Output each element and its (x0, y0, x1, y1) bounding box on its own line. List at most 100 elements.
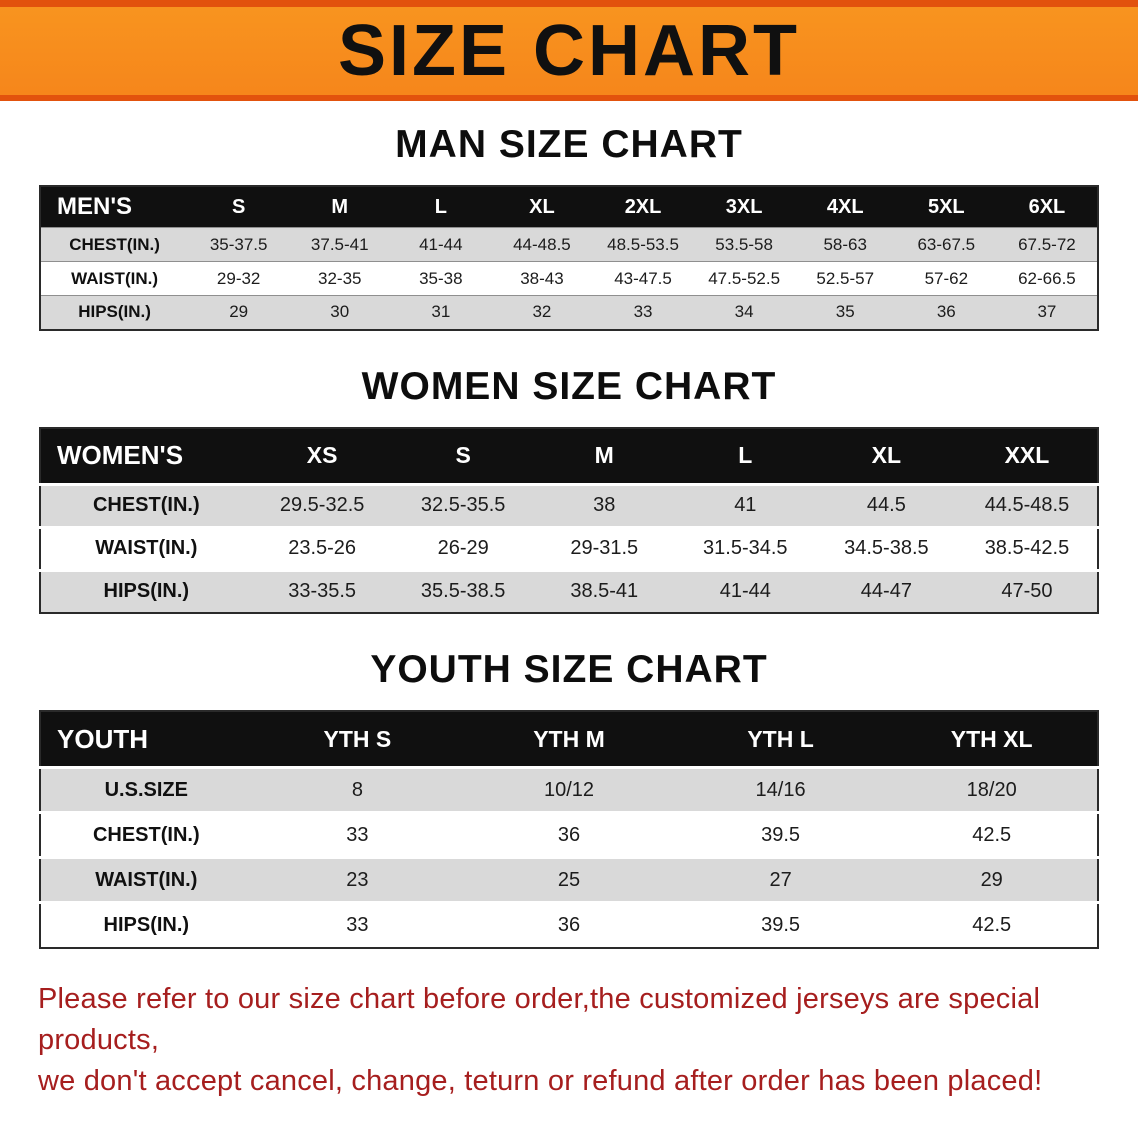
size-value-cell: 33 (346, 913, 369, 936)
size-value-cell: 35-37.5 (209, 234, 268, 254)
youth-section: YOUTH SIZE CHART YOUTH YTH S YTH M YTH L YTH … (0, 648, 1138, 949)
size-value-cell: 37 (1037, 302, 1057, 322)
men-section: MAN SIZE CHART MEN'S S M L XL 2XL 3XL 4XL 5XL 6XL C… (0, 123, 1138, 331)
size-value-cell: 36 (557, 823, 581, 846)
table-row: U.S.SIZE 8 10/12 14/16 18/20 (40, 767, 1098, 813)
size-value-cell: 29.5-32.5 (279, 494, 365, 516)
size-value-cell: 35.5-38.5 (420, 580, 506, 603)
size-value-cell: 63-67.5 (917, 234, 976, 254)
row-label: HIPS(IN.) (103, 913, 190, 936)
size-column-header: XS (251, 427, 393, 484)
size-value-cell: 37.5-41 (310, 234, 369, 254)
size-value-cell: 29 (980, 868, 1003, 891)
disclaimer-line1: Please refer to our size chart before or… (38, 982, 1041, 1056)
size-column-header: M (533, 427, 675, 484)
size-value-cell: 67.5-72 (1018, 234, 1076, 254)
men-table: MEN'S S M L XL 2XL 3XL 4XL 5XL 6XL CHEST(IN.) 35-37… (39, 185, 1099, 331)
women-table: WOMEN'S XS S M L XL XXL CHEST(IN.) 29.5-32.5 32.5… (39, 426, 1099, 614)
size-value-cell: 8 (351, 778, 363, 801)
size-column-header: S (188, 186, 290, 228)
size-value-cell: 39.5 (761, 913, 801, 936)
size-value-cell: 30 (330, 302, 350, 322)
size-value-cell: 38.5-41 (570, 580, 639, 603)
size-value-cell: 44.5 (866, 494, 906, 516)
size-value-cell: 36 (936, 302, 956, 322)
table-row: WAIST(IN.) 23.5-26 26-29 29-31.5 31.5-34.5 34… (40, 527, 1098, 570)
women-section: WOMEN SIZE CHART WOMEN'S XS S M L XL XXL CHEST(I… (0, 364, 1138, 614)
size-value-cell: 38.5-42.5 (984, 537, 1070, 559)
size-value-cell: 47.5-52.5 (708, 268, 781, 288)
row-label: CHEST(IN.) (69, 234, 160, 254)
size-value-cell: 38-43 (520, 268, 564, 288)
size-value-cell: 33 (633, 302, 653, 322)
table-row: CHEST(IN.) 33 36 39.5 42.5 (40, 812, 1098, 858)
size-value-cell: 38 (593, 494, 616, 516)
size-value-cell: 48.5-53.5 (607, 234, 679, 254)
size-value-cell: 32-35 (318, 268, 362, 288)
size-value-cell: 62-66.5 (1018, 268, 1076, 288)
size-value-cell: 34.5-38.5 (844, 537, 929, 559)
size-value-cell: 53.5-58 (715, 234, 773, 254)
row-label: WAIST(IN.) (71, 268, 158, 288)
men-heading: MAN SIZE CHART (395, 123, 743, 166)
size-value-cell: 41 (734, 494, 757, 516)
size-column-header: XXL (956, 427, 1098, 484)
size-value-cell: 14/16 (755, 778, 806, 801)
size-value-cell: 36 (557, 913, 581, 936)
size-value-cell: 25 (557, 868, 581, 891)
size-column-header: XL (815, 427, 957, 484)
size-column-header: L (390, 186, 492, 228)
size-column-header: M (289, 186, 391, 228)
size-column-header: 5XL (895, 186, 997, 228)
size-value-cell: 57-62 (924, 268, 969, 288)
size-chart-banner: SIZE CHART (0, 0, 1138, 101)
size-value-cell: 31.5-34.5 (703, 537, 788, 559)
size-column-header: S (392, 427, 534, 484)
row-label: WAIST(IN.) (95, 537, 198, 559)
row-label: WAIST(IN.) (95, 868, 198, 891)
youth-header-row: YOUTH YTH S YTH M YTH L YTH XL (40, 711, 1098, 768)
size-value-cell: 44.5-48.5 (984, 494, 1070, 516)
size-value-cell: 32.5-35.5 (420, 494, 506, 516)
size-value-cell: 44-48.5 (513, 234, 571, 254)
size-column-header: 3XL (693, 186, 795, 228)
size-value-cell: 31 (431, 302, 451, 322)
size-value-cell: 33 (346, 823, 369, 846)
size-value-cell: 29-32 (216, 268, 261, 288)
size-value-cell: 23 (346, 868, 369, 891)
size-value-cell: 32 (532, 302, 552, 322)
size-value-cell: 33-35.5 (288, 580, 357, 603)
table-row: HIPS(IN.) 33 36 39.5 42.5 (40, 902, 1098, 948)
size-column-header: YTH L (674, 711, 887, 768)
size-column-header: YTH XL (886, 711, 1098, 768)
size-column-header: YTH M (463, 711, 675, 768)
row-label: HIPS(IN.) (103, 580, 190, 603)
size-column-header: YTH S (251, 711, 464, 768)
size-value-cell: 42.5 (972, 913, 1012, 936)
youth-heading: YOUTH SIZE CHART (370, 648, 768, 691)
banner-title: SIZE CHART (338, 11, 800, 91)
size-chart-sections: MAN SIZE CHART MEN'S S M L XL 2XL 3XL 4XL 5XL 6XL C… (0, 123, 1138, 949)
size-value-cell: 58-63 (823, 234, 867, 254)
disclaimer: Please refer to our size chart before or… (38, 979, 1100, 1103)
table-row: CHEST(IN.) 29.5-32.5 32.5-35.5 38 41 44.5 44.5… (40, 484, 1098, 527)
size-value-cell: 47-50 (1001, 580, 1053, 603)
women-header-row: WOMEN'S XS S M L XL XXL (40, 427, 1098, 484)
size-value-cell: 44-47 (860, 580, 912, 603)
size-column-header: XL (491, 186, 593, 228)
women-header-label: WOMEN'S (40, 427, 252, 484)
disclaimer-line2: we don't accept cancel, change, teturn o… (38, 1064, 1043, 1097)
size-value-cell: 35-38 (419, 268, 463, 288)
size-value-cell: 29 (229, 302, 249, 322)
size-value-cell: 26-29 (437, 537, 489, 559)
size-value-cell: 34 (734, 302, 754, 322)
size-column-header: 6XL (996, 186, 1098, 228)
size-value-cell: 29-31.5 (570, 537, 639, 559)
size-column-header: 2XL (592, 186, 694, 228)
size-value-cell: 23.5-26 (288, 537, 357, 559)
women-heading: WOMEN SIZE CHART (361, 364, 777, 408)
youth-table: YOUTH YTH S YTH M YTH L YTH XL U.S.SIZE 8 10/12… (39, 710, 1099, 949)
size-column-header: 4XL (794, 186, 896, 228)
size-value-cell: 41-44 (419, 234, 463, 254)
table-row: WAIST(IN.) 29-32 32-35 35-38 38-43 43-47.5 47.… (40, 261, 1098, 296)
